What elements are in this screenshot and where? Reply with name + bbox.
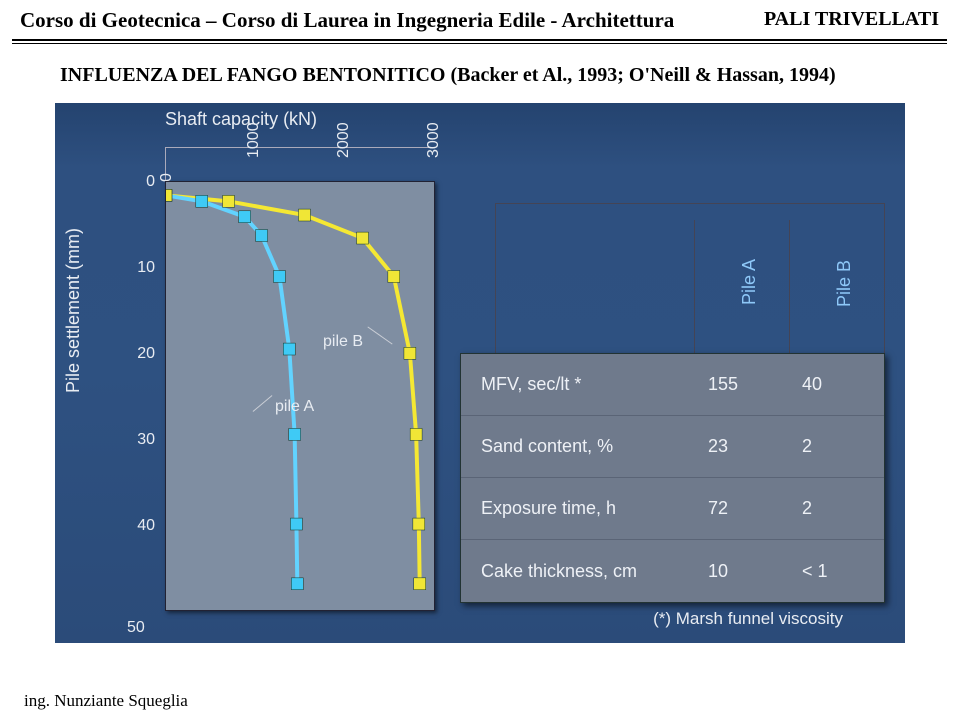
curve-label-b: pile B	[323, 333, 363, 351]
y-tick-bottom: 50	[127, 619, 145, 637]
legend-row-a: 155	[696, 374, 790, 395]
slide-subtitle: INFLUENZA DEL FANGO BENTONITICO (Backer …	[0, 44, 959, 97]
legend-row-label: Cake thickness, cm	[461, 561, 696, 582]
legend-row: Sand content, % 23 2	[461, 416, 884, 478]
header-course: Corso di Geotecnica – Corso di Laurea in…	[20, 8, 674, 33]
x-tick-3: 3000	[425, 122, 443, 158]
curve-label-a: pile A	[275, 398, 314, 416]
x-tick-2: 2000	[335, 122, 353, 158]
legend-table: MFV, sec/lt * 155 40 Sand content, % 23 …	[460, 353, 885, 603]
y-tick-0: 0	[125, 173, 155, 191]
y-tick-4: 40	[125, 517, 155, 535]
chart-area	[165, 181, 435, 611]
legend-row-label: MFV, sec/lt *	[461, 374, 696, 395]
legend-row: MFV, sec/lt * 155 40	[461, 354, 884, 416]
x-axis-frame	[165, 147, 435, 181]
y-tick-1: 10	[125, 259, 155, 277]
y-tick-3: 30	[125, 431, 155, 449]
legend-title-b: Pile B	[834, 260, 910, 307]
legend-row-b: 2	[790, 436, 884, 457]
x-axis-label: Shaft capacity (kN)	[165, 109, 317, 130]
header-topic: PALI TRIVELLATI	[764, 8, 939, 31]
legend-row-b: 2	[790, 498, 884, 519]
legend-row-b: < 1	[790, 561, 884, 582]
page-header: Corso di Geotecnica – Corso di Laurea in…	[0, 0, 959, 37]
legend-row-a: 23	[696, 436, 790, 457]
y-tick-2: 20	[125, 345, 155, 363]
legend-row: Cake thickness, cm 10 < 1	[461, 540, 884, 602]
legend-row-label: Sand content, %	[461, 436, 696, 457]
y-axis-label: Pile settlement (mm)	[63, 228, 84, 393]
legend-footnote: (*) Marsh funnel viscosity	[653, 609, 843, 629]
figure-panel: Shaft capacity (kN) Pile settlement (mm)…	[55, 103, 905, 643]
legend-row-a: 10	[696, 561, 790, 582]
legend-row: Exposure time, h 72 2	[461, 478, 884, 540]
legend-row-label: Exposure time, h	[461, 498, 696, 519]
rule-thick	[12, 39, 947, 41]
legend-title-a: Pile A	[739, 259, 817, 305]
x-tick-1: 1000	[245, 122, 263, 158]
plot-svg	[166, 182, 434, 610]
legend-row-a: 72	[696, 498, 790, 519]
page-footer: ing. Nunziante Squeglia	[24, 691, 188, 711]
legend-row-b: 40	[790, 374, 884, 395]
